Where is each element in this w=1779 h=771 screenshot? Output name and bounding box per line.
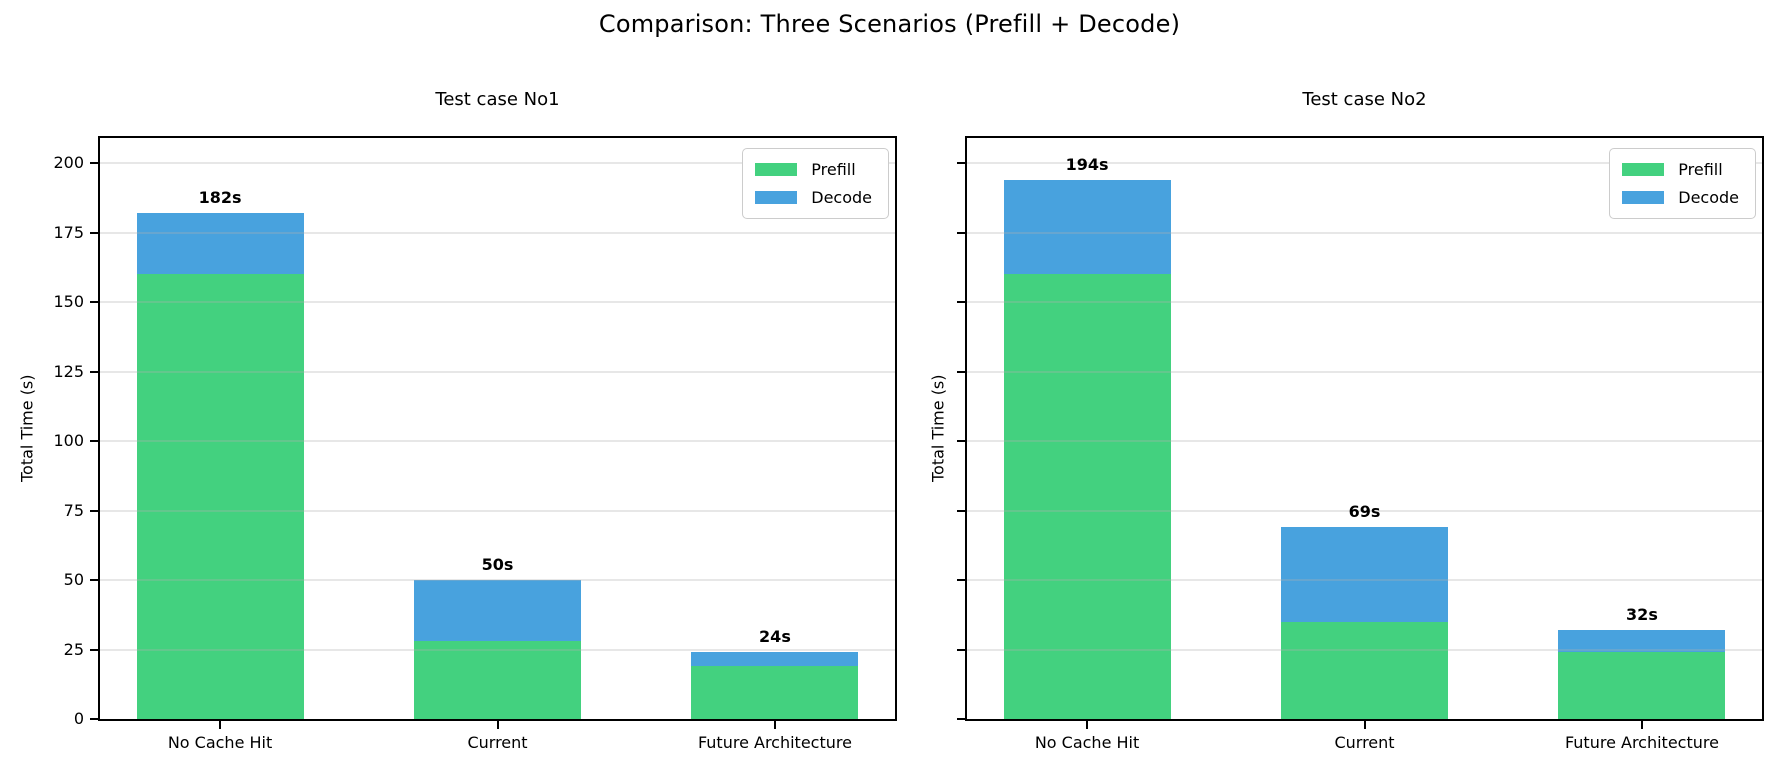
y-tick-mark	[90, 718, 98, 720]
y-tick-mark	[90, 370, 98, 373]
bar-segment-prefill	[691, 666, 859, 719]
gridline	[967, 162, 1762, 165]
gridline	[967, 440, 1762, 443]
legend-label-prefill: Prefill	[811, 160, 856, 179]
y-tick-label: 175	[53, 222, 84, 242]
bar-segment-prefill	[414, 641, 581, 719]
y-tick-mark	[90, 162, 98, 165]
bar-segment-decode	[1558, 630, 1726, 653]
x-tick-mark	[1640, 721, 1643, 729]
y-tick-mark	[90, 301, 98, 303]
x-tick-mark	[219, 721, 222, 729]
x-category-label: Future Architecture	[1564, 733, 1719, 752]
x-tick-mark	[1086, 721, 1089, 729]
prefill-swatch-icon	[755, 163, 798, 176]
y-tick-mark	[90, 579, 98, 581]
bar-segment-decode	[1281, 527, 1448, 622]
gridline	[100, 162, 895, 165]
decode-swatch-icon	[755, 191, 798, 204]
gridline	[100, 648, 895, 651]
gridline	[100, 370, 895, 373]
y-tick-label: 75	[63, 500, 84, 520]
bar-segment-prefill	[1281, 621, 1448, 719]
gridline	[100, 509, 895, 512]
bar-total-label: 182s	[198, 188, 242, 208]
x-category-label: Current	[467, 733, 528, 752]
legend: Prefill Decode	[742, 148, 889, 219]
bar-total-label: 194s	[1065, 154, 1109, 174]
bar-segment-decode	[1003, 179, 1171, 275]
gridline	[100, 440, 895, 443]
y-tick-label: 0	[73, 709, 84, 728]
y-tick-mark	[90, 231, 98, 234]
y-tick-mark	[957, 648, 965, 651]
x-tick-mark	[1363, 721, 1366, 729]
bar-segment-prefill	[136, 274, 304, 719]
gridline	[967, 301, 1762, 304]
legend-item-decode: Decode	[1622, 187, 1739, 208]
y-tick-mark	[957, 718, 965, 720]
x-tick-mark	[773, 721, 776, 729]
subplot-title: Test case No1	[435, 89, 560, 110]
y-tick-mark	[90, 648, 98, 651]
prefill-swatch-icon	[1622, 163, 1665, 176]
y-tick-mark	[90, 440, 98, 442]
y-tick-mark	[957, 301, 965, 303]
subplot-title: Test case No2	[1302, 89, 1427, 110]
y-tick-mark	[957, 440, 965, 442]
bar-segment-decode	[414, 580, 581, 642]
legend-item-prefill: Prefill	[1622, 159, 1739, 180]
legend-label-decode: Decode	[1678, 188, 1739, 207]
gridline	[967, 648, 1762, 651]
decode-swatch-icon	[1622, 191, 1665, 204]
y-tick-mark	[957, 370, 965, 373]
bar-total-label: 50s	[481, 555, 514, 575]
y-tick-label: 125	[53, 361, 84, 381]
x-category-label: No Cache Hit	[167, 733, 273, 752]
subplot-test-case-2: Test case No2 Total Time (s) Prefill Dec…	[885, 80, 1774, 771]
gridline	[967, 231, 1762, 234]
y-tick-mark	[90, 509, 98, 512]
plot-area: Prefill Decode 194s 69s 32s	[965, 136, 1764, 721]
y-tick-label: 200	[53, 153, 84, 173]
legend-label-prefill: Prefill	[1678, 160, 1723, 179]
subplot-test-case-1: Test case No1 Total Time (s) Prefill Dec…	[18, 80, 907, 771]
figure-title: Comparison: Three Scenarios (Prefill + D…	[598, 10, 1181, 38]
bar-total-label: 32s	[1626, 605, 1658, 625]
bar-total-label: 69s	[1348, 502, 1381, 522]
y-tick-mark	[957, 509, 965, 512]
y-tick-mark	[957, 231, 965, 234]
gridline	[100, 579, 895, 582]
y-tick-label: 150	[53, 292, 84, 311]
y-tick-mark	[957, 579, 965, 581]
plot-area: Prefill Decode 182s 50s 24s	[98, 136, 897, 721]
bar-segment-prefill	[1003, 274, 1171, 719]
x-category-label: Current	[1334, 733, 1395, 752]
y-tick-label: 100	[53, 431, 84, 450]
gridline	[967, 370, 1762, 373]
bar-total-label: 24s	[759, 627, 791, 647]
gridline	[967, 509, 1762, 512]
x-tick-mark	[496, 721, 499, 729]
x-category-label: Future Architecture	[697, 733, 852, 752]
bar-segment-decode	[136, 213, 304, 275]
legend-item-prefill: Prefill	[755, 159, 872, 180]
gridline	[100, 231, 895, 234]
y-tick-label: 25	[63, 639, 84, 659]
bar-segment-decode	[691, 652, 859, 667]
bar-segment-prefill	[1558, 652, 1726, 719]
legend-item-decode: Decode	[755, 187, 872, 208]
y-tick-label: 50	[63, 570, 84, 589]
y-tick-mark	[957, 162, 965, 165]
legend-label-decode: Decode	[811, 188, 872, 207]
legend: Prefill Decode	[1609, 148, 1756, 219]
y-axis-label: Total Time (s)	[928, 374, 948, 483]
x-category-label: No Cache Hit	[1034, 733, 1140, 752]
gridline	[100, 301, 895, 304]
gridline	[967, 579, 1762, 582]
